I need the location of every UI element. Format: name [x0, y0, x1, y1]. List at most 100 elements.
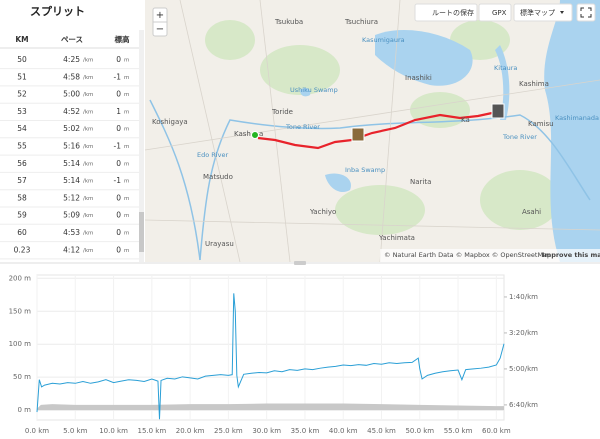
map-label: Matsudo: [203, 173, 233, 181]
pace-unit: /km: [83, 58, 93, 64]
elev-unit: m: [124, 109, 129, 115]
scrollbar: [139, 30, 144, 262]
elev-unit: m: [124, 144, 129, 150]
split-km: 57: [17, 176, 27, 185]
map-label: Tone River: [502, 133, 537, 141]
elev-unit: m: [124, 213, 129, 219]
y-tick-label: 200 m: [9, 274, 32, 282]
map-label: Asahi: [522, 208, 541, 216]
split-elev: 0: [116, 211, 121, 220]
pace-unit: /km: [83, 92, 93, 98]
save-route-button[interactable]: [414, 3, 478, 22]
elev-unit: m: [124, 161, 129, 167]
fullscreen-button[interactable]: [576, 3, 596, 22]
map-style-button[interactable]: [513, 3, 573, 22]
x-tick-label: 55.0 km: [444, 427, 473, 435]
split-km: 60: [17, 228, 27, 237]
x-tick-label: 35.0 km: [291, 427, 320, 435]
map-label: Kash: [234, 130, 251, 138]
split-elev: -1: [114, 142, 122, 151]
split-km: 52: [17, 90, 27, 99]
rivers: [149, 99, 591, 261]
improve-link[interactable]: Improve this map: [542, 251, 600, 259]
x-tick-label: 10.0 km: [99, 427, 128, 435]
column-header: KM: [15, 35, 28, 44]
split-pace: 4:12: [63, 245, 80, 254]
y-tick-label: 0 m: [18, 406, 32, 414]
pace-line: [36, 293, 505, 420]
button-label[interactable]: 標準マップ: [520, 8, 555, 17]
y-tick-label: 150 m: [9, 307, 32, 315]
pace-unit: /km: [83, 161, 93, 167]
y-tick-label: 100 m: [9, 340, 32, 348]
elev-unit: m: [124, 75, 129, 81]
roads: [144, 0, 600, 263]
split-pace: 5:09: [63, 211, 80, 220]
pace-unit: /km: [83, 144, 93, 150]
start-marker[interactable]: [251, 131, 259, 139]
split-elev: 0: [116, 228, 121, 237]
y2-tick-label: 6:40/km: [509, 401, 538, 409]
elev-unit: m: [124, 231, 129, 237]
split-elev: -1: [114, 72, 122, 81]
photo-marker[interactable]: [351, 127, 365, 142]
map-label: Edo River: [197, 151, 228, 159]
split-elev: 0: [116, 193, 121, 202]
map[interactable]: Tsukuba Tsuchiura Kasumigaura Ushiku Swa…: [144, 0, 600, 263]
zoom-control: + −: [152, 7, 168, 37]
split-pace: 5:02: [63, 124, 80, 133]
map-label: Toride: [271, 108, 293, 116]
map-label: Urayasu: [205, 240, 234, 248]
elev-unit: m: [124, 179, 129, 185]
x-tick-label: 60.0 km: [482, 427, 511, 435]
y2-tick-label: 1:40/km: [509, 293, 538, 301]
x-tick-label: 0.0 km: [25, 427, 49, 435]
photo-marker[interactable]: [491, 103, 505, 119]
gpx-button[interactable]: [478, 3, 512, 22]
split-pace: 4:58: [63, 72, 80, 81]
map-label: Kasumigaura: [362, 36, 405, 44]
splits-panel: [0, 0, 145, 262]
chart: 0 m 50 m 100 m 150 m 200 m 6:40/km 5:00/km 3:20…: [9, 274, 539, 435]
zoom-in[interactable]: +: [156, 10, 164, 21]
map-label: Kashima: [519, 80, 549, 88]
attribution-bg: [380, 249, 600, 262]
elev-unit: m: [124, 127, 129, 133]
split-km: 58: [17, 193, 27, 202]
split-pace: 5:00: [63, 90, 80, 99]
button-label[interactable]: ルートの保存: [432, 8, 474, 17]
water: [300, 0, 600, 262]
attribution: © Natural Earth Data © Mapbox © OpenStre…: [384, 251, 551, 259]
x-tick-label: 40.0 km: [329, 427, 358, 435]
zoom-out[interactable]: −: [156, 24, 164, 35]
elev-unit: m: [124, 248, 129, 254]
map-label: Koshigaya: [152, 118, 188, 126]
map-label: a: [259, 130, 263, 138]
split-pace: 4:25: [63, 55, 80, 64]
elev-unit: m: [124, 92, 129, 98]
column-header: ペース: [61, 35, 83, 44]
x-tick-label: 45.0 km: [367, 427, 396, 435]
map-label: Narita: [410, 178, 431, 186]
x-tick-label: 5.0 km: [63, 427, 87, 435]
map-label: Tsukuba: [274, 18, 303, 26]
resize-handle[interactable]: [294, 261, 306, 265]
split-pace: 5:14: [63, 176, 80, 185]
split-km: 55: [17, 142, 27, 151]
map-label: Tone River: [285, 123, 320, 131]
y2-tick-label: 5:00/km: [509, 365, 538, 373]
map-label: Ka: [461, 116, 470, 124]
map-label: Yachimata: [378, 234, 415, 242]
y-tick-label: 50 m: [13, 373, 31, 381]
x-tick-label: 50.0 km: [405, 427, 434, 435]
split-pace: 5:14: [63, 159, 80, 168]
scroll-thumb[interactable]: [139, 212, 144, 252]
map-buttons: ルートの保存 GPX 標準マップ: [414, 3, 596, 22]
pace-unit: /km: [83, 179, 93, 185]
x-tick-label: 25.0 km: [214, 427, 243, 435]
map-label: Ushiku Swamp: [290, 86, 338, 94]
button-label[interactable]: GPX: [492, 9, 507, 17]
map-label: Yachiyo: [309, 208, 336, 216]
map-label: Kamisu: [528, 120, 554, 128]
